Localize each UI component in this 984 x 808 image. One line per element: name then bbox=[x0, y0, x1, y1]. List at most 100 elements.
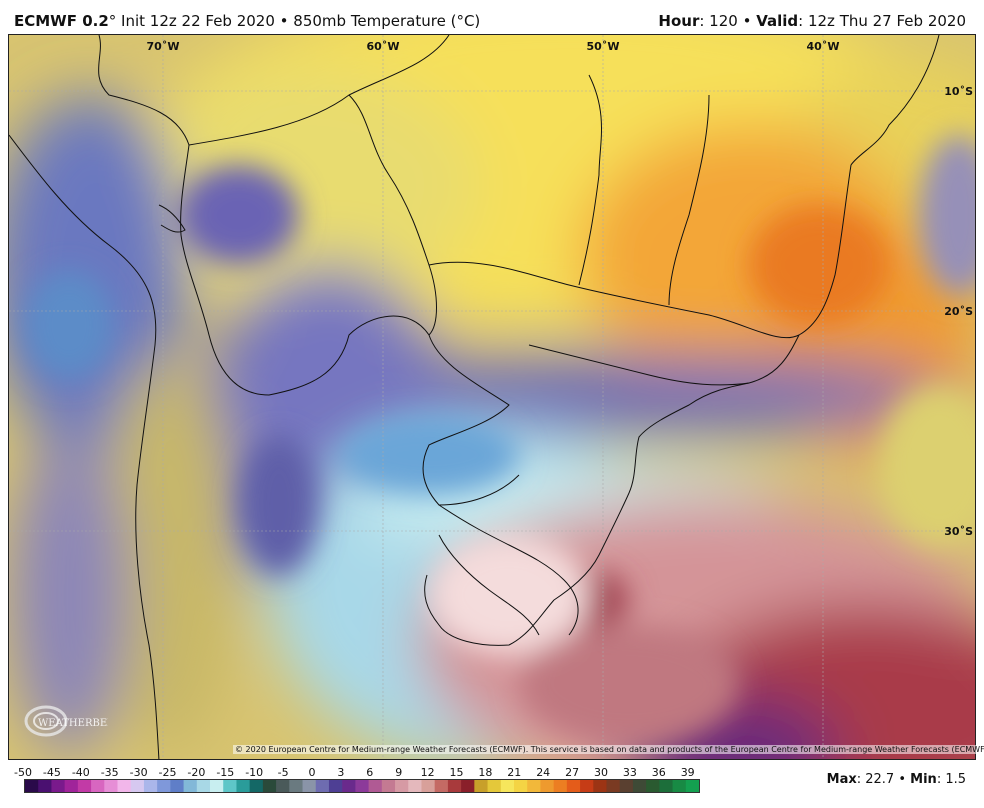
forecast-time: Hour: 120 • Valid: 12z Thu 27 Feb 2020 bbox=[658, 12, 966, 30]
colorbar-swatch bbox=[553, 780, 568, 792]
colorbar-swatch bbox=[276, 780, 290, 792]
colorbar-tick-label: -50 bbox=[14, 766, 32, 779]
colorbar-swatch bbox=[249, 780, 264, 792]
hour-value: : 120 bbox=[699, 12, 738, 30]
lon-label-70w: 70˚W bbox=[147, 40, 180, 53]
lat-label-10s: 10˚S bbox=[944, 85, 973, 98]
colorbar-tick-label: 6 bbox=[366, 766, 374, 779]
colorbar-swatch bbox=[632, 780, 647, 792]
temperature-map[interactable]: 70˚W 60˚W 50˚W 40˚W 10˚S 20˚S 30˚S bbox=[8, 34, 976, 760]
colorbar-swatch bbox=[566, 780, 581, 792]
colorbar-swatch bbox=[315, 780, 330, 792]
colorbar-tick-label: -35 bbox=[100, 766, 119, 779]
colorbar-swatch bbox=[527, 780, 542, 792]
colorbar-tick-label: -30 bbox=[129, 766, 148, 779]
colorbar-tick-label: 24 bbox=[536, 766, 551, 779]
colorbar-swatch bbox=[513, 780, 528, 792]
colorbar-swatch bbox=[672, 780, 687, 792]
colorbar-tick-label: 27 bbox=[565, 766, 580, 779]
valid-label: Valid bbox=[756, 12, 799, 30]
colorbar-swatch bbox=[368, 780, 383, 792]
colorbar-swatch bbox=[328, 780, 343, 792]
colorbar-labels: -50 -45 -40 -35 -30 -25 -20 -15 -10 -5 0 3 6 9 12 15 18 2… bbox=[11, 766, 711, 780]
colorbar-swatch bbox=[619, 780, 634, 792]
min-value: : 1.5 bbox=[936, 772, 966, 787]
logo-text: WEATHERBELL bbox=[38, 718, 108, 729]
lon-label-50w: 50˚W bbox=[587, 40, 620, 53]
colorbar-swatch bbox=[355, 780, 370, 792]
colorbar-tick-label: 15 bbox=[449, 766, 464, 779]
colorbar-swatch bbox=[408, 780, 423, 792]
colorbar-swatch bbox=[685, 780, 699, 792]
model-name: ECMWF 0.2 bbox=[14, 12, 109, 30]
colorbar-swatch bbox=[170, 780, 185, 792]
colorbar-tick-label: 0 bbox=[308, 766, 316, 779]
colorbar-swatch bbox=[38, 780, 53, 792]
latitude-labels: 10˚S 20˚S 30˚S bbox=[944, 85, 973, 538]
colorbar-swatch bbox=[500, 780, 515, 792]
colorbar-swatch bbox=[593, 780, 608, 792]
colorbar-tick-label: 18 bbox=[478, 766, 493, 779]
stats-separator: • bbox=[894, 772, 911, 787]
temperature-field bbox=[9, 35, 975, 759]
graticule bbox=[9, 35, 975, 759]
title-separator: • bbox=[274, 12, 294, 30]
map-header: ECMWF 0.2° Init 12z 22 Feb 2020 • 850mb … bbox=[0, 0, 984, 34]
colorbar-tick-label: 3 bbox=[337, 766, 345, 779]
colorbar-tick-label: -40 bbox=[71, 766, 90, 779]
init-time: Init 12z 22 Feb 2020 bbox=[116, 12, 275, 30]
colorbar-swatch bbox=[659, 780, 674, 792]
lat-label-30s: 30˚S bbox=[944, 525, 973, 538]
product-name: 850mb Temperature (°C) bbox=[293, 12, 481, 30]
colorbar-swatch bbox=[210, 780, 224, 792]
colorbar-tick-label: 30 bbox=[594, 766, 608, 779]
colorbar-swatch bbox=[342, 780, 356, 792]
colorbar-swatch bbox=[474, 780, 489, 792]
hour-label: Hour bbox=[658, 12, 700, 30]
colorbar-swatch bbox=[302, 780, 317, 792]
lat-label-20s: 20˚S bbox=[944, 305, 973, 318]
colorbar-swatch bbox=[447, 780, 462, 792]
valid-value: : 12z Thu 27 Feb 2020 bbox=[798, 12, 966, 30]
colorbar bbox=[24, 779, 700, 793]
colorbar-swatch bbox=[487, 780, 502, 792]
colorbar-tick-label: 33 bbox=[622, 766, 637, 779]
colorbar-swatch bbox=[25, 780, 39, 792]
colorbar-swatch bbox=[91, 780, 105, 792]
colorbar-tick-label: -25 bbox=[158, 766, 177, 779]
colorbar-tick-label: -20 bbox=[187, 766, 206, 779]
longitude-labels: 70˚W 60˚W 50˚W 40˚W bbox=[147, 40, 840, 53]
colorbar-swatch bbox=[580, 780, 594, 792]
weatherbell-logo: WEATHERBELL bbox=[24, 705, 108, 737]
colorbar-swatch bbox=[646, 780, 660, 792]
colorbar-swatch bbox=[606, 780, 621, 792]
colorbar-tick-label: 36 bbox=[651, 766, 666, 779]
copyright-credit: © 2020 European Centre for Medium-range … bbox=[233, 745, 984, 754]
colorbar-swatch bbox=[51, 780, 66, 792]
colorbar-tick-label: -10 bbox=[245, 766, 264, 779]
colorbar-swatch bbox=[236, 780, 251, 792]
lon-label-60w: 60˚W bbox=[367, 40, 400, 53]
colorbar-swatch bbox=[540, 780, 555, 792]
degree-mark: ° bbox=[108, 12, 117, 30]
colorbar-swatch bbox=[434, 780, 449, 792]
colorbar-tick-label: -15 bbox=[216, 766, 235, 779]
colorbar-tick-label: 21 bbox=[507, 766, 522, 779]
colorbar-swatch bbox=[117, 780, 132, 792]
colorbar-swatch bbox=[289, 780, 304, 792]
coastlines-and-borders bbox=[9, 35, 940, 759]
map-footer: -50 -45 -40 -35 -30 -25 -20 -15 -10 -5 0 3 6 9 12 15 18 2… bbox=[0, 760, 984, 808]
time-separator: • bbox=[737, 12, 757, 30]
colorbar-swatch bbox=[196, 780, 211, 792]
map-canvas: 70˚W 60˚W 50˚W 40˚W 10˚S 20˚S 30˚S bbox=[9, 35, 975, 759]
colorbar-tick-label: -5 bbox=[277, 766, 289, 779]
colorbar-swatch bbox=[130, 780, 145, 792]
colorbar-swatch bbox=[262, 780, 277, 792]
colorbar-swatch bbox=[157, 780, 171, 792]
colorbar-swatch bbox=[461, 780, 475, 792]
colorbar-swatch bbox=[381, 780, 396, 792]
colorbar-tick-label: 39 bbox=[680, 766, 695, 779]
colorbar-swatch bbox=[421, 780, 436, 792]
max-value: : 22.7 bbox=[856, 772, 895, 787]
colorbar-tick-label: -45 bbox=[42, 766, 61, 779]
